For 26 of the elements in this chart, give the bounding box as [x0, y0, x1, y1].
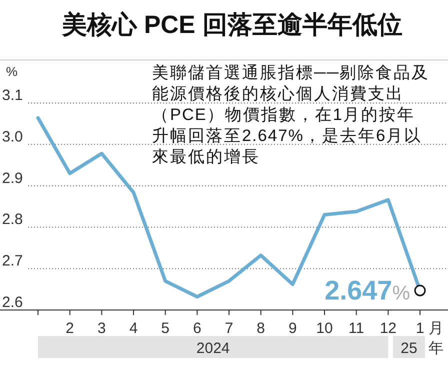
y-tick-label: 2.7 — [2, 252, 23, 270]
x-tick-label: 12 — [380, 320, 397, 337]
chart-title: 美核心 PCE 回落至逾半年低位 — [62, 10, 402, 41]
y-tick-label: 3.1 — [2, 87, 23, 104]
y-tick-label: 2.8 — [2, 211, 23, 228]
x-tick-label: 1 — [416, 320, 424, 337]
x-axis-title: 月 — [428, 320, 444, 337]
x-tick-label: 7 — [224, 320, 234, 337]
text: 25 — [400, 340, 418, 357]
data-label: 2.647% — [324, 276, 410, 306]
annotation: 美聯儲首選通脹指標──剔除食品及能源價格後的核心個人消費支出（PCE）物價指數，在1月的按年升幅回落至2.647%，是去年6月以來最低的增長 — [152, 63, 430, 168]
y-tick-label: 2.6 — [2, 294, 23, 311]
x-tick-label: 10 — [316, 320, 333, 337]
y-tick-label: 3.0 — [2, 128, 23, 146]
x-tick-label: 6 — [192, 320, 202, 337]
y-tick-label: 2.9 — [2, 170, 23, 187]
text: 年 — [428, 340, 444, 357]
y-axis-title: % — [6, 64, 18, 79]
x-tick-label: 9 — [288, 320, 297, 337]
x-tick-label: 4 — [129, 320, 138, 337]
x-tick-label: 3 — [97, 320, 106, 337]
text: 2024 — [196, 340, 230, 357]
x-tick-label: 5 — [161, 320, 170, 337]
x-tick-label: 11 — [348, 320, 364, 337]
x-tick-label: 2 — [66, 320, 74, 337]
x-tick-label: 8 — [256, 320, 266, 337]
